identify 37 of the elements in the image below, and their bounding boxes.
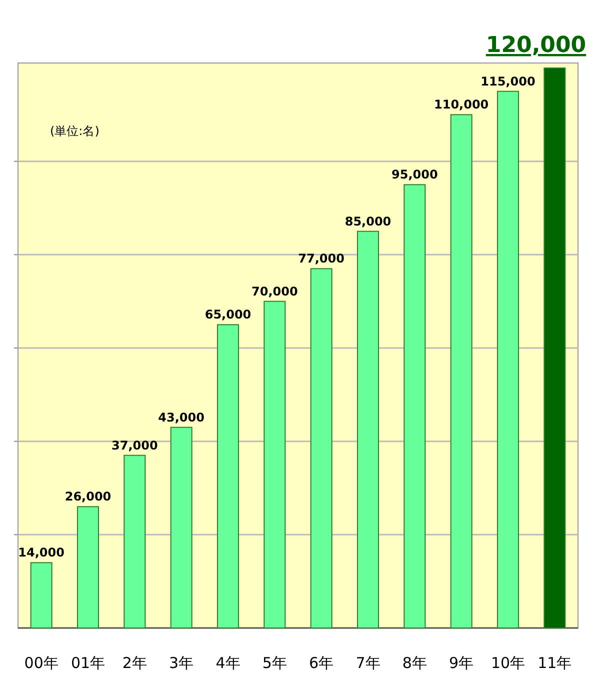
bar	[124, 454, 146, 628]
annotation: (単位:名)	[50, 124, 100, 138]
x-tick-label: 8年	[402, 654, 427, 672]
data-label: 110,000	[434, 98, 489, 112]
x-tick-label: 6年	[309, 654, 334, 672]
x-tick-label: 00年	[24, 654, 58, 672]
x-tick-label: 9年	[449, 654, 474, 672]
data-label: 77,000	[298, 252, 344, 266]
data-label: 37,000	[112, 438, 158, 452]
bar	[497, 90, 519, 628]
data-label: 115,000	[480, 74, 536, 88]
data-label: 65,000	[204, 308, 252, 322]
x-tick-label: 5年	[262, 654, 287, 672]
data-label: 43,000	[158, 410, 204, 424]
bar	[170, 426, 192, 628]
bar	[450, 114, 472, 628]
bar	[310, 268, 332, 628]
x-tick-label: 01年	[70, 654, 106, 672]
bar	[77, 506, 99, 628]
data-label: 26,000	[64, 490, 112, 504]
bar	[264, 300, 286, 628]
x-tick-label: 7年	[356, 654, 380, 672]
bar	[544, 68, 566, 628]
x-tick-label: 3年	[169, 654, 194, 672]
data-label: 120,000	[486, 33, 586, 58]
x-tick-label: 10年	[490, 654, 526, 672]
x-tick-label: 2年	[122, 654, 147, 672]
bar	[30, 562, 52, 628]
x-tick-label: 4年	[216, 654, 240, 672]
bar	[217, 324, 239, 628]
data-label: 85,000	[344, 214, 392, 228]
data-label: 14,000	[18, 546, 64, 560]
bar	[404, 184, 426, 628]
data-label: 70,000	[252, 284, 298, 298]
data-label: 95,000	[392, 168, 438, 182]
bar	[357, 230, 379, 628]
x-tick-label: 11年	[538, 654, 572, 672]
